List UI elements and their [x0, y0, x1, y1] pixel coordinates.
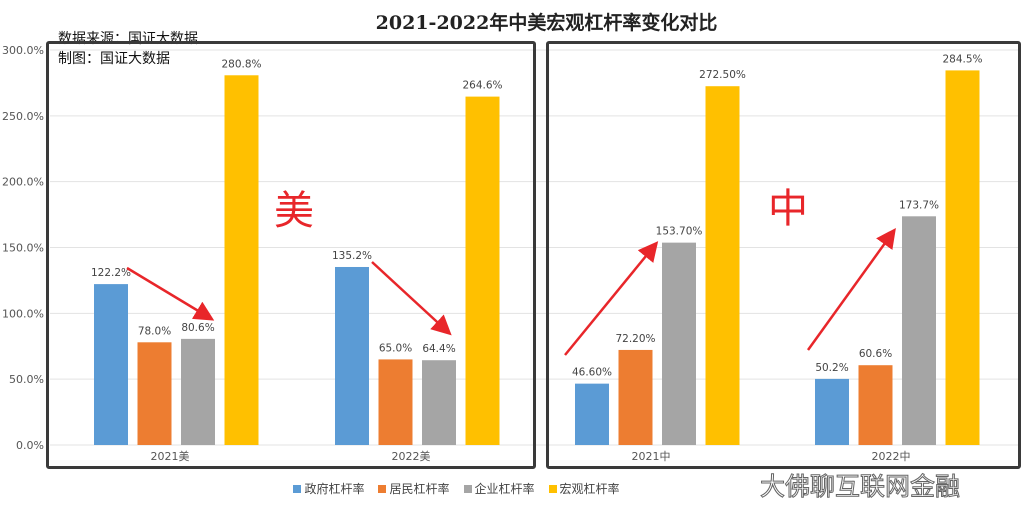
data-label: 60.6% — [859, 348, 892, 360]
data-label: 46.60% — [572, 367, 612, 379]
bar — [575, 383, 609, 445]
chart-title: 2021-2022年中美宏观杠杆率变化对比 — [375, 12, 718, 34]
data-label: 135.2% — [332, 250, 372, 262]
data-label: 78.0% — [138, 325, 171, 337]
legend-item: 企业杠杆率 — [463, 480, 535, 497]
bar — [335, 266, 369, 445]
data-label: 122.2% — [91, 267, 131, 279]
bar — [705, 86, 740, 445]
data-label: 284.5% — [942, 53, 982, 65]
data-label: 272.50% — [699, 69, 746, 81]
legend-item: 宏观杠杆率 — [548, 480, 620, 497]
trend-arrow — [126, 266, 215, 321]
bar — [858, 365, 893, 445]
bar — [94, 284, 128, 445]
legend: 政府杠杆率 居民杠杆率 企业杠杆率 宏观杠杆率 — [0, 480, 1033, 497]
x-tick-label: 2022美 — [392, 450, 431, 463]
author-note: 制图：国证大数据 — [58, 51, 170, 67]
x-tick-label: 2021美 — [151, 450, 190, 463]
data-label: 153.70% — [656, 226, 703, 238]
data-label: 173.7% — [899, 199, 939, 211]
us-label: 美 — [274, 188, 314, 234]
cn-label: 中 — [768, 186, 808, 232]
data-label: 50.2% — [815, 362, 848, 374]
data-label: 80.6% — [181, 322, 214, 334]
y-tick-label: 100.0% — [2, 307, 44, 320]
y-tick-label: 300.0% — [2, 44, 44, 57]
us-box — [46, 41, 536, 469]
bar — [422, 360, 456, 445]
bar — [137, 342, 172, 445]
y-tick-label: 50.0% — [9, 373, 44, 386]
bar — [465, 96, 500, 446]
bar — [181, 338, 215, 445]
bar — [662, 242, 696, 445]
x-tick-label: 2021中 — [632, 450, 671, 463]
legend-item: 政府杠杆率 — [293, 480, 364, 497]
y-tick-label: 250.0% — [2, 110, 44, 123]
data-label: 65.0% — [379, 342, 412, 354]
watermark: 大佛聊互联网金融 — [759, 472, 961, 502]
data-label: 280.8% — [221, 58, 261, 70]
trend-arrow — [371, 261, 452, 336]
data-label: 64.4% — [422, 343, 455, 355]
bar — [902, 216, 936, 445]
bar — [378, 359, 413, 445]
trend-arrow — [564, 241, 659, 356]
cn-box — [546, 41, 1021, 469]
trend-arrow — [806, 227, 896, 351]
y-tick-label: 150.0% — [2, 242, 44, 255]
bar — [224, 75, 259, 445]
bar — [618, 349, 653, 445]
x-tick-label: 2022中 — [872, 450, 911, 463]
data-label: 72.20% — [615, 333, 655, 345]
y-tick-label: 0.0% — [16, 439, 44, 452]
data-label: 264.6% — [462, 80, 502, 92]
bar — [945, 70, 980, 446]
legend-item: 居民杠杆率 — [378, 480, 450, 497]
bar — [815, 378, 849, 445]
y-tick-label: 200.0% — [2, 176, 44, 189]
